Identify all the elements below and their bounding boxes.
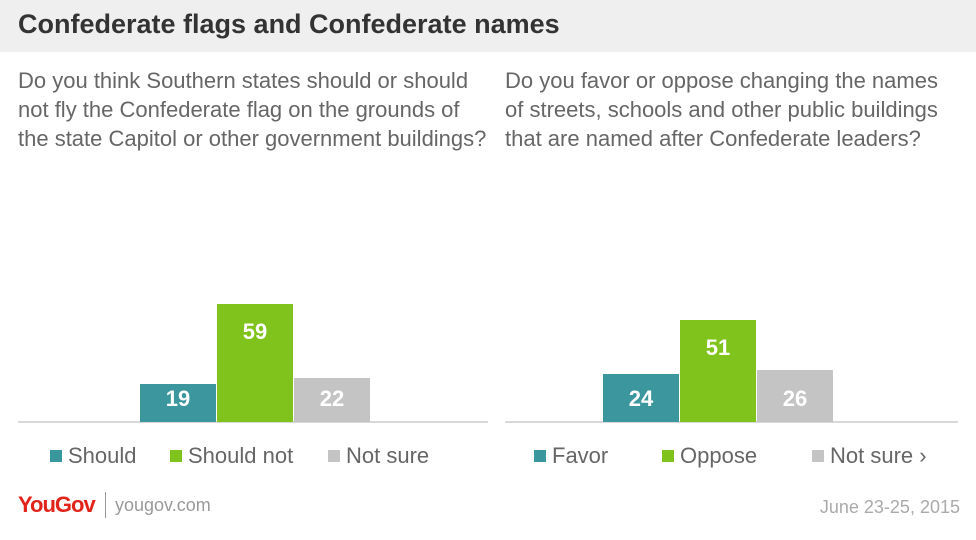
legend-label-not-sure-2: Not sure › [830, 443, 927, 468]
bar-flag-not-sure [294, 378, 370, 422]
legend-swatch-not-sure-1 [328, 450, 340, 462]
website-link[interactable]: yougov.com [115, 495, 211, 515]
logo-divider [105, 492, 106, 518]
data-label-names-favor: 24 [629, 386, 654, 411]
bar-names-oppose [680, 320, 756, 422]
legend-swatch-should-not [170, 450, 182, 462]
legend-label-oppose: Oppose [680, 443, 758, 468]
legend-label-should-not: Should not [188, 443, 294, 468]
header-bar: Confederate flags and Confederate names [0, 0, 976, 52]
chart-2-question: Do you favor or oppose changing the name… [505, 68, 938, 151]
legend-item-oppose: Oppose [662, 443, 757, 469]
legend-label-not-sure-1: Not sure [346, 443, 430, 468]
data-label-flag-should-not: 59 [243, 319, 267, 344]
legend-swatch-favor [534, 450, 546, 462]
yougov-logo: YouGov [18, 492, 96, 517]
page-title: Confederate flags and Confederate names [18, 9, 560, 39]
data-label-names-oppose: 51 [706, 335, 730, 360]
survey-date: June 23-25, 2015 [819, 497, 960, 517]
bar-names-favor [603, 374, 679, 422]
legend-item-favor: Favor [534, 443, 608, 469]
bar-flag-should [140, 384, 216, 422]
legend-item-not-sure-1: Not sure [328, 443, 429, 469]
legend-item-should: Should [50, 443, 137, 469]
legend-swatch-not-sure-2 [812, 450, 824, 462]
legend-item-not-sure-2: Not sure › [812, 443, 927, 469]
legend-swatch-oppose [662, 450, 674, 462]
data-label-flag-should: 19 [166, 386, 190, 411]
bar-names-not-sure [757, 370, 833, 422]
legend-label-should: Should [68, 443, 137, 468]
legend-item-should-not: Should not [170, 443, 293, 469]
bar-flag-should-not [217, 304, 293, 422]
data-label-flag-not-sure: 22 [320, 386, 344, 411]
data-label-names-not-sure: 26 [783, 386, 807, 411]
legend-swatch-should [50, 450, 62, 462]
legend-label-favor: Favor [552, 443, 609, 468]
chart-1-question: Do you think Southern states should or s… [18, 68, 487, 151]
